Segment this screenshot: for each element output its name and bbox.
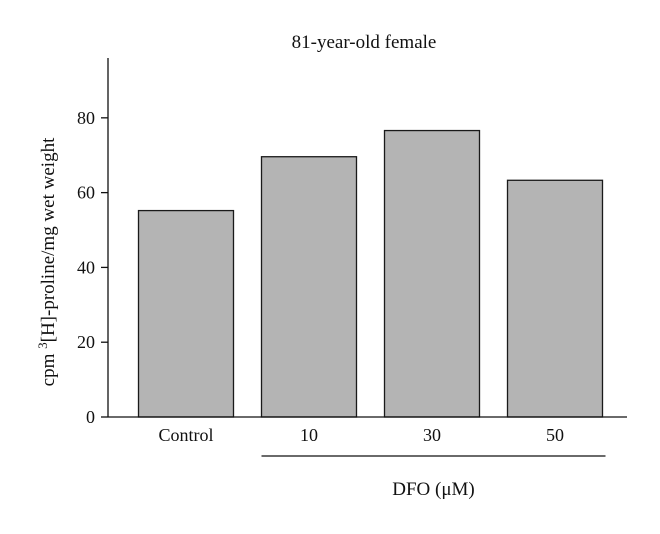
chart-title: 81-year-old female: [292, 32, 437, 53]
y-axis-label-prefix: cpm: [38, 349, 59, 386]
dfo-group-label: DFO (μM): [392, 479, 475, 500]
x-tick-label-10: 10: [300, 425, 318, 445]
y-axis-label-superscript: 3: [35, 342, 50, 349]
y-tick-label-60: 60: [77, 183, 95, 203]
y-tick-label-0: 0: [86, 407, 95, 427]
x-category-layer: Control 10 30 50: [158, 425, 564, 445]
y-tick-label-80: 80: [77, 108, 95, 128]
y-ticks-layer: 0 20 40 60 80: [77, 108, 108, 427]
x-tick-label-30: 30: [423, 425, 441, 445]
y-axis-label-suffix: [H]-proline/mg wet weight: [38, 137, 59, 342]
bar-control: [137, 209, 235, 418]
x-tick-label-control: Control: [158, 425, 213, 445]
bar-50: [506, 179, 604, 418]
x-tick-label-50: 50: [546, 425, 564, 445]
y-tick-label-40: 40: [77, 257, 95, 277]
bar-30: [383, 129, 481, 418]
bar-10: [260, 156, 358, 418]
bars-layer: [137, 129, 604, 418]
y-tick-label-20: 20: [77, 332, 95, 352]
y-axis-label: cpm 3[H]-proline/mg wet weight: [35, 137, 59, 386]
